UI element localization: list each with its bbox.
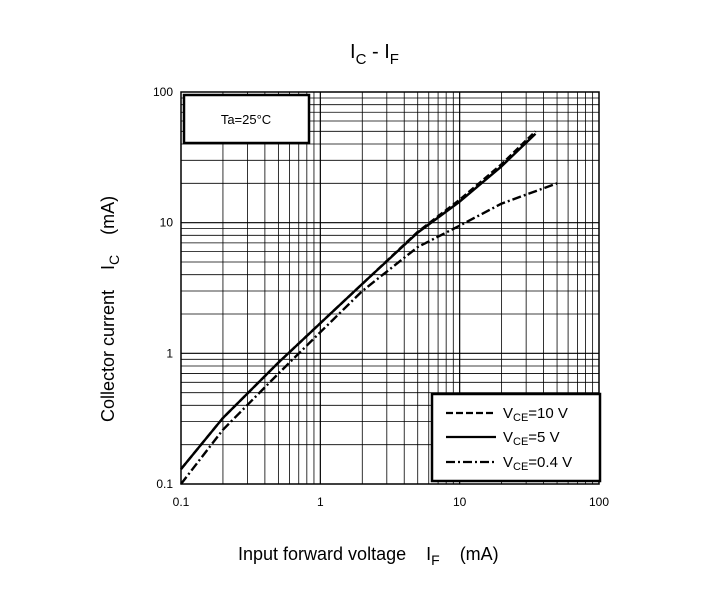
title-main-sub: C — [356, 51, 367, 68]
title-second-sub: F — [390, 51, 399, 68]
y-tick-label: 0.1 — [156, 477, 173, 491]
legend-label-vce5: VCE=5 V — [503, 429, 560, 448]
x-axis-label-text: Input forward voltage — [238, 544, 406, 564]
legend-label-vce10: VCE=10 V — [503, 405, 568, 424]
x-tick-label: 100 — [589, 495, 609, 509]
y-axis-label-text: Collector current — [98, 290, 118, 422]
y-tick-label: 100 — [153, 85, 173, 99]
x-tick-label: 0.1 — [173, 495, 190, 509]
series-line-1 — [180, 132, 537, 470]
y-axis-label: Collector current IC (mA) — [98, 196, 122, 422]
y-axis-symbol: I — [98, 265, 118, 270]
title-main: I — [350, 41, 356, 63]
plot-frame — [180, 91, 600, 485]
annotation-box: Ta=25°C — [182, 93, 311, 145]
y-tick-label: 10 — [160, 216, 174, 230]
annotation-text: Ta=25°C — [221, 112, 271, 127]
legend-label-vce04: VCE=0.4 V — [503, 454, 572, 473]
y-axis-symbol-sub: C — [106, 255, 122, 265]
series-lines — [180, 130, 558, 485]
x-axis-unit: (mA) — [460, 544, 499, 564]
y-tick-label: 1 — [166, 346, 173, 360]
legend: VCE=10 V VCE=5 V VCE=0.4 V — [430, 392, 602, 483]
x-tick-label: 1 — [317, 495, 324, 509]
title-sep: - — [366, 41, 384, 63]
x-axis-label: Input forward voltage IF (mA) — [238, 544, 499, 568]
y-axis-unit: (mA) — [98, 196, 118, 235]
tick-labels: 0.1 1 10 100 0.1 1 10 100 — [153, 85, 609, 509]
x-axis-symbol: I — [426, 544, 431, 564]
x-axis-symbol-sub: F — [431, 552, 440, 568]
x-tick-label: 10 — [453, 495, 467, 509]
chart-title: IC - IF — [350, 41, 399, 68]
series-line-2 — [180, 182, 558, 485]
title-second: I — [384, 41, 390, 63]
